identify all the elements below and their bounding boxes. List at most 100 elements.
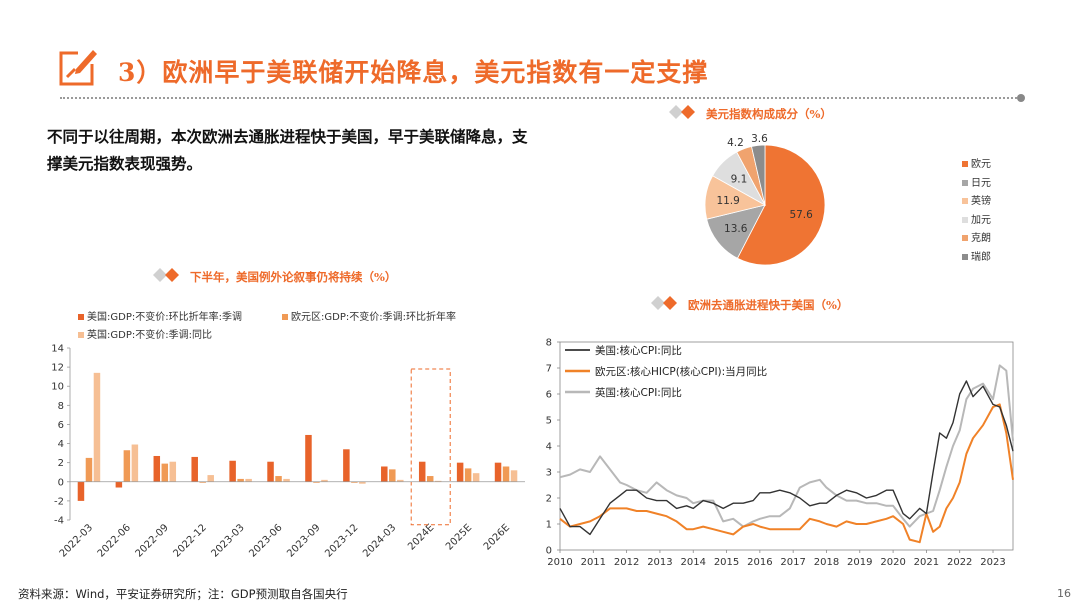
intro-text: 不同于以往周期，本次欧洲去通胀进程快于美国，早于美联储降息，支撑美元指数表现强势… <box>47 127 528 173</box>
y-tick-label: -2 <box>54 496 64 507</box>
legend-swatch <box>962 235 968 241</box>
y-tick-label: 6 <box>58 420 64 431</box>
x-tick-label: 2023-03 <box>209 522 246 559</box>
bar-legend-us: 美国:GDP:不变价:环比折年率:季调 <box>78 308 242 323</box>
pie-data-label: 57.6 <box>789 209 813 221</box>
bar <box>275 476 282 482</box>
y-tick-label: 4 <box>58 439 64 450</box>
highlight-box <box>410 368 451 526</box>
legend-swatch <box>962 253 968 260</box>
bar <box>123 450 131 482</box>
legend-label: 欧元 <box>971 159 991 170</box>
legend-label: 欧元区:核心HICP(核心CPI):当月同比 <box>595 365 767 378</box>
y-tick-label: 12 <box>51 363 64 374</box>
bar <box>93 372 101 482</box>
pie-legend-item: 克朗 <box>962 229 991 244</box>
bar-legend-ea: 欧元区:GDP:不变价:季调:环比折年率 <box>282 308 456 323</box>
y-tick-label: 0 <box>546 546 552 557</box>
x-tick-label: 2013 <box>647 557 672 568</box>
diamond-bullet-icon <box>153 268 179 282</box>
pie-legend-item: 瑞郎 <box>962 248 991 263</box>
x-tick-label: 2020 <box>880 557 905 568</box>
bar <box>169 461 177 482</box>
bar <box>321 479 328 482</box>
line-chart: 0 1 2 3 4 5 6 7 8 2010 2011 2012 2013 2014 2015 2016 201… <box>546 338 1014 568</box>
bar <box>207 475 214 482</box>
bar <box>418 461 426 482</box>
pie-data-label: 3.6 <box>751 133 768 145</box>
bar <box>77 481 85 501</box>
x-tick-label: 2016 <box>747 557 772 568</box>
diamond-bullet-icon <box>651 296 677 310</box>
x-tick-label: 2010 <box>547 557 572 568</box>
pie-slice <box>736 144 826 266</box>
legend-label: 克朗 <box>971 233 991 244</box>
y-tick-label: 3 <box>546 468 552 479</box>
bar <box>434 480 442 482</box>
x-tick-label: 2023-12 <box>323 522 360 559</box>
bar-chart-title: 下半年，美国例外论叙事仍将持续（%） <box>190 270 397 284</box>
y-tick-label: 8 <box>546 338 552 349</box>
y-tick-label: 6 <box>546 390 552 401</box>
x-tick-label: 2018 <box>814 557 839 568</box>
y-tick-label: -4 <box>54 516 64 527</box>
bar <box>305 434 312 482</box>
bar <box>426 476 434 482</box>
legend-label: 英镑 <box>971 196 991 207</box>
y-tick-label: 1 <box>546 520 552 531</box>
x-tick-label: 2023 <box>980 557 1005 568</box>
pie-chart: 57.6 13.6 11.9 9.1 4.2 3.6 <box>704 133 826 266</box>
bar-legend-uk: 英国:GDP:不变价:季调:同比 <box>78 326 212 341</box>
legend-label: 美国:GDP:不变价:环比折年率:季调 <box>87 312 242 323</box>
x-tick-label: 2022-12 <box>171 522 208 559</box>
y-tick-label: 8 <box>58 401 64 412</box>
bar <box>115 481 123 488</box>
bar <box>245 478 252 482</box>
pie-slice <box>751 144 766 206</box>
legend-swatch <box>962 161 968 167</box>
series-line <box>559 364 1014 528</box>
x-tick-label: 2015 <box>714 557 739 568</box>
title-divider-dot <box>1017 94 1025 102</box>
legend-label: 欧元区:GDP:不变价:季调:环比折年率 <box>291 312 456 323</box>
x-tick-label: 2019 <box>847 557 872 568</box>
pie-legend-item: 英镑 <box>962 192 991 207</box>
x-tick-label: 2014 <box>681 557 706 568</box>
x-tick-label: 2011 <box>581 557 606 568</box>
x-tick-label: 2024E <box>406 522 436 552</box>
legend-label: 英国:GDP:不变价:季调:同比 <box>87 330 212 341</box>
legend-label: 英国:核心CPI:同比 <box>595 386 682 399</box>
bar-chart: -4 -2 0 2 4 6 8 10 12 14 2022-03 2022-06 2022-09 2022… <box>51 344 525 560</box>
bar <box>510 470 518 482</box>
y-tick-label: 10 <box>51 382 64 393</box>
legend-swatch <box>78 332 84 338</box>
bar <box>191 456 198 482</box>
title-divider <box>60 97 1020 99</box>
x-tick-label: 2026E <box>482 522 512 552</box>
diamond-bullet-icon <box>669 105 695 119</box>
bar <box>381 466 388 482</box>
bar <box>267 461 274 482</box>
legend-swatch <box>282 314 288 320</box>
series-line <box>559 403 1014 544</box>
bar <box>131 444 139 482</box>
x-tick-label: 2022 <box>947 557 972 568</box>
pie-data-label: 9.1 <box>731 173 748 185</box>
pie-legend-item: 加元 <box>962 211 991 226</box>
legend-label: 加元 <box>971 214 991 226</box>
pie-data-label: 13.6 <box>724 223 748 235</box>
page-title: 3）欧洲早于美联储开始降息，美元指数有一定支撑 <box>118 58 709 87</box>
legend-label: 瑞郎 <box>971 251 991 263</box>
bar <box>229 460 236 482</box>
x-tick-label: 2017 <box>780 557 805 568</box>
bar <box>472 473 480 482</box>
bar <box>85 457 93 482</box>
legend-swatch <box>78 314 84 320</box>
bar <box>502 466 510 482</box>
legend-swatch <box>962 179 968 186</box>
bar <box>494 462 502 482</box>
series-line <box>559 380 1014 536</box>
x-tick-label: 2024-03 <box>361 522 398 559</box>
bar <box>359 481 366 484</box>
